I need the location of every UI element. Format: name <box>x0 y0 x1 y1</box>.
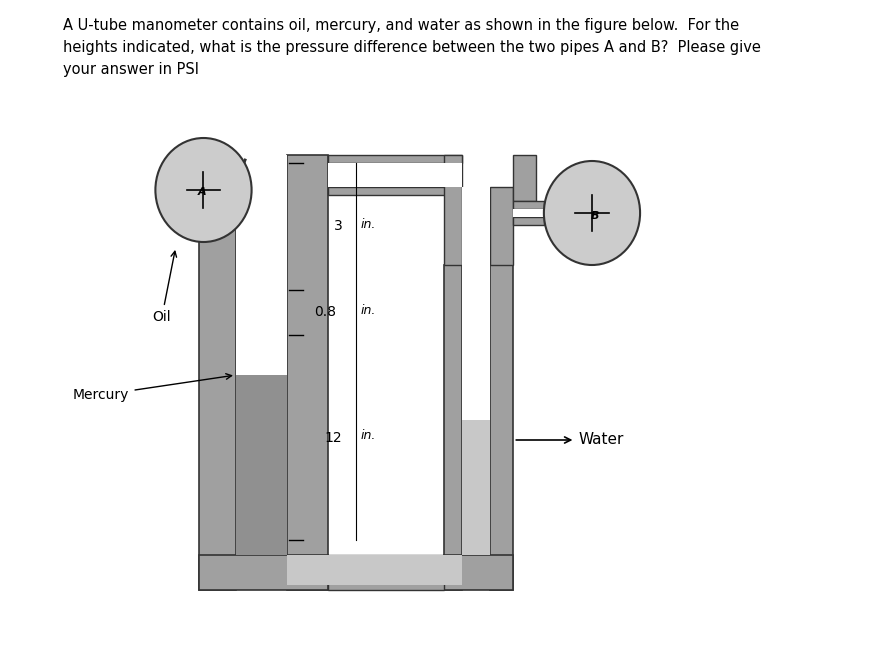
Text: A U-tube manometer contains oil, mercury, and water as shown in the figure below: A U-tube manometer contains oil, mercury… <box>63 18 761 77</box>
Text: 12: 12 <box>325 430 343 444</box>
Bar <box>236 375 287 555</box>
Bar <box>287 155 328 590</box>
Bar <box>236 155 287 555</box>
Circle shape <box>544 161 640 265</box>
Bar <box>463 187 490 265</box>
Bar <box>444 555 513 590</box>
Bar <box>328 555 444 590</box>
Bar <box>463 265 490 555</box>
Text: 3: 3 <box>334 219 343 233</box>
Text: in.: in. <box>361 218 376 231</box>
Circle shape <box>155 138 252 242</box>
Text: B: B <box>591 211 599 221</box>
Text: in.: in. <box>361 304 376 317</box>
Bar <box>513 155 537 201</box>
Text: 0.8: 0.8 <box>313 306 336 319</box>
Text: A: A <box>197 187 206 197</box>
Text: Water: Water <box>517 433 623 448</box>
Bar <box>328 163 463 187</box>
Bar <box>490 265 513 590</box>
Text: Mercury: Mercury <box>73 373 231 402</box>
Bar <box>199 555 328 590</box>
Bar <box>444 155 463 265</box>
Bar <box>444 265 463 590</box>
Bar <box>287 555 463 585</box>
Bar <box>199 155 236 590</box>
Bar <box>490 187 513 265</box>
Bar <box>328 187 463 195</box>
Bar <box>513 201 544 209</box>
Bar <box>513 209 544 217</box>
Bar <box>463 420 490 555</box>
Bar <box>328 155 463 163</box>
Text: Oil: Oil <box>153 252 177 324</box>
Bar <box>513 217 544 225</box>
Text: in.: in. <box>361 429 376 442</box>
